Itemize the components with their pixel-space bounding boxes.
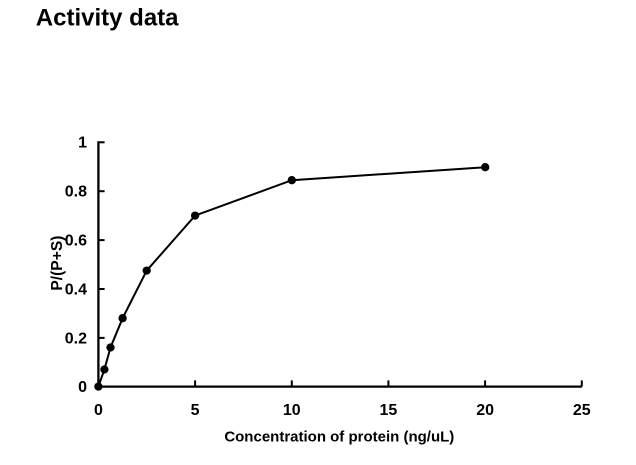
svg-text:5: 5 [191, 402, 200, 419]
svg-text:20: 20 [476, 402, 494, 419]
svg-text:0: 0 [94, 402, 103, 419]
svg-text:15: 15 [380, 402, 398, 419]
svg-text:0.8: 0.8 [65, 184, 87, 201]
svg-text:10: 10 [283, 402, 301, 419]
svg-text:1: 1 [78, 135, 87, 152]
svg-text:Activity data: Activity data [36, 5, 179, 32]
svg-text:0.4: 0.4 [65, 281, 87, 298]
svg-text:P/(P+S): P/(P+S) [49, 236, 66, 291]
svg-text:Concentration of protein (ng/u: Concentration of protein (ng/uL) [224, 428, 454, 445]
svg-text:25: 25 [573, 402, 591, 419]
svg-text:0: 0 [78, 379, 87, 396]
svg-text:0.6: 0.6 [65, 233, 87, 250]
svg-text:0.2: 0.2 [65, 330, 87, 347]
